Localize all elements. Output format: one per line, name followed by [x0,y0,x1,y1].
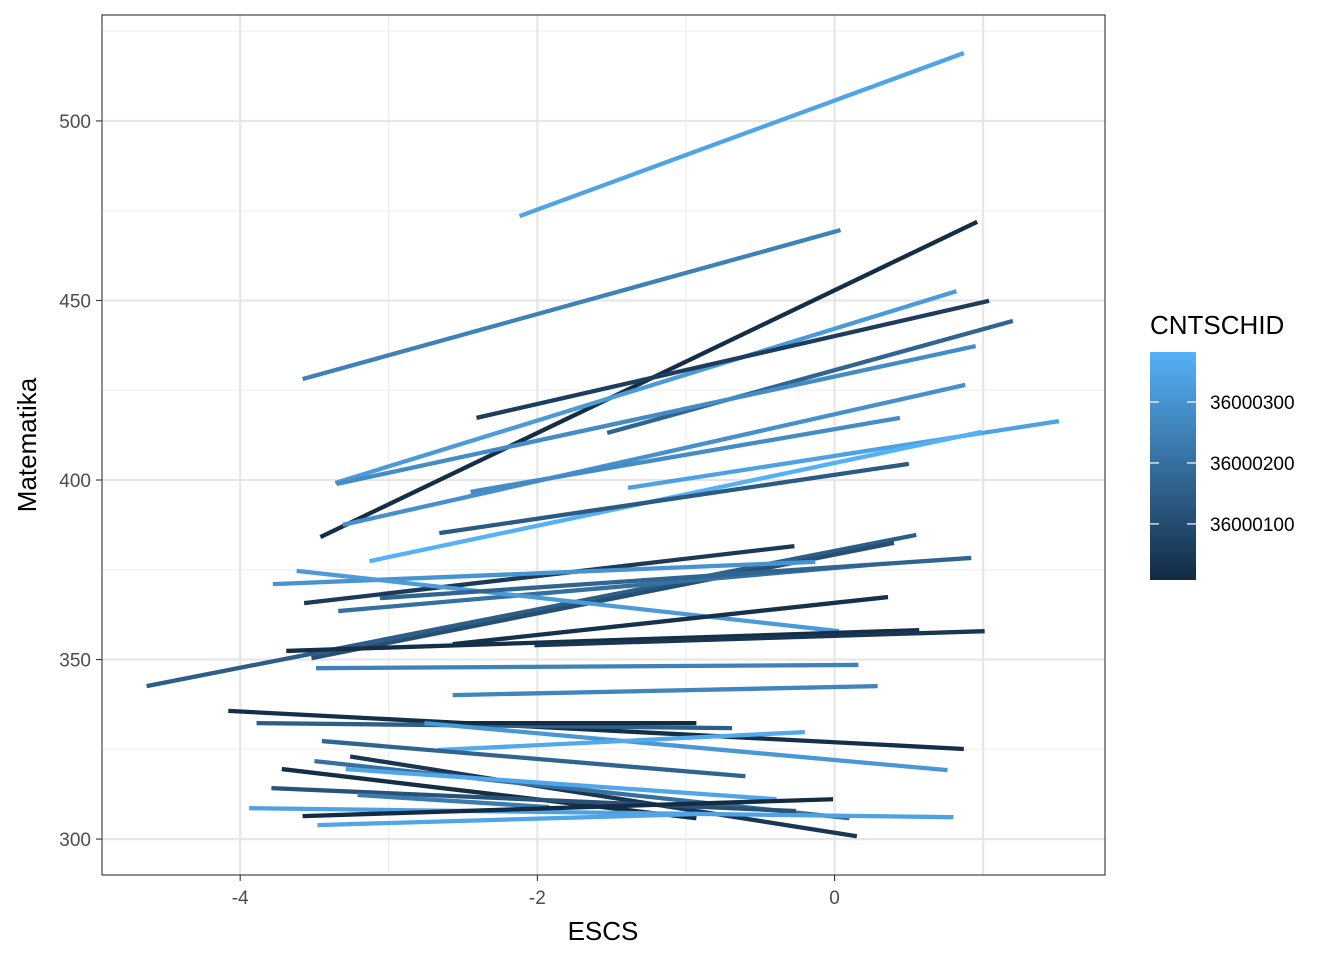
school-line [345,766,777,802]
school-line [256,720,733,731]
school-line [315,662,859,671]
school-line [321,738,746,779]
school-line [470,415,901,494]
x-tick-label: 0 [829,888,840,909]
legend-tick-label: 36000200 [1210,454,1295,475]
y-tick-label: 450 [59,291,91,312]
school-line [336,343,977,487]
x-tick-label: -4 [232,888,249,909]
school-line [228,708,964,752]
school-line [452,594,889,647]
school-line [334,289,958,485]
x-axis-ticks: -4 -2 0 [232,875,840,909]
legend-title: CNTSCHID [1150,310,1284,340]
school-line [271,785,797,814]
legend: CNTSCHID 36000100 36000200 36000300 [1150,310,1295,580]
y-axis-ticks: 300 350 400 450 500 [59,112,102,851]
school-regression-lines [146,51,1060,839]
school-line [302,797,834,819]
legend-ticks: 36000100 36000200 36000300 [1150,393,1295,536]
school-line [286,627,920,654]
school-line [317,811,700,828]
school-line [146,532,917,689]
school-line [296,568,840,634]
major-gridlines [102,15,1105,875]
legend-colorbar [1150,352,1196,580]
school-line [518,51,965,219]
y-tick-label: 400 [59,471,91,492]
school-line [281,766,697,821]
school-line [534,629,985,648]
y-axis-label: Matematika [12,377,42,512]
y-tick-label: 500 [59,112,91,133]
y-tick-label: 350 [59,651,91,672]
legend-tick-label: 36000100 [1210,515,1295,536]
school-line [342,382,966,527]
y-tick-label: 300 [59,830,91,851]
school-line [349,754,858,839]
school-line [606,318,1014,436]
school-line [424,720,948,773]
school-line [379,555,972,601]
school-line [452,683,878,698]
school-line [249,806,954,820]
school-line [272,559,816,587]
school-line [475,298,990,420]
school-line [302,228,842,382]
panel-background [102,15,1105,875]
school-line [357,792,550,810]
legend-tick-label: 36000300 [1210,393,1295,414]
x-axis-label: ESCS [568,916,639,946]
x-tick-label: -2 [529,888,546,909]
panel-border [101,14,1106,876]
school-line [438,461,910,536]
school-line [627,418,1060,491]
school-line [437,729,805,753]
